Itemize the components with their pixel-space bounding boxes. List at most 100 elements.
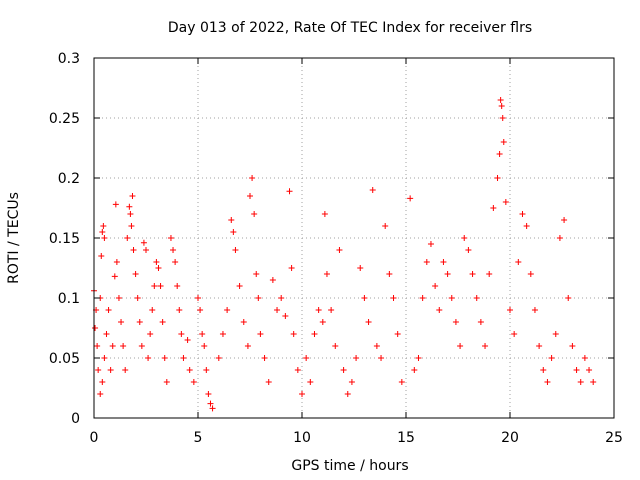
data-point [581, 355, 588, 361]
data-point [288, 265, 295, 271]
data-point [286, 188, 293, 195]
data-point [147, 331, 154, 337]
data-point [98, 253, 105, 259]
data-point [170, 247, 177, 253]
x-tick-label: 5 [194, 430, 203, 446]
data-point [328, 307, 335, 313]
data-point [590, 379, 597, 385]
y-tick-label: 0.05 [49, 351, 80, 367]
data-point [361, 295, 368, 301]
data-point [111, 273, 118, 280]
data-point [548, 355, 555, 361]
data-point [155, 265, 162, 271]
data-point [311, 331, 318, 337]
data-point [498, 103, 505, 109]
y-tick-label: 0.1 [58, 291, 80, 307]
data-point [348, 379, 355, 385]
data-point [365, 319, 372, 325]
data-point [486, 271, 493, 277]
data-point [100, 223, 107, 229]
data-point [112, 201, 119, 208]
data-point [477, 319, 484, 325]
data-point [120, 343, 127, 349]
data-point [101, 235, 108, 241]
data-point [378, 355, 385, 361]
data-point [255, 295, 262, 301]
data-point [577, 379, 584, 385]
data-point [419, 295, 426, 301]
data-point [332, 343, 339, 349]
axis-ticks: 0 5 10 15 20 25 0 0.05 0.1 0.15 0.2 0.25 0.3 [49, 51, 623, 446]
data-point [531, 307, 538, 313]
data-point [319, 319, 326, 325]
data-point [265, 379, 272, 385]
data-point [113, 259, 120, 265]
data-point [215, 355, 222, 361]
data-point [126, 203, 133, 210]
data-point [448, 295, 455, 301]
data-point [251, 211, 258, 217]
data-point [178, 331, 185, 337]
data-point [105, 307, 112, 313]
data-point [321, 211, 328, 217]
data-point [224, 307, 231, 313]
y-tick-label: 0.15 [49, 231, 80, 247]
data-point [103, 331, 110, 337]
data-point [423, 259, 430, 265]
data-point [457, 343, 464, 349]
data-point [247, 193, 253, 199]
data-point [569, 343, 576, 349]
data-point [353, 355, 360, 361]
data-point [436, 307, 443, 313]
data-point [184, 337, 191, 343]
data-point [523, 223, 530, 229]
data-point [527, 271, 534, 277]
data-point [497, 97, 504, 103]
data-point [199, 331, 206, 337]
data-point [394, 331, 401, 337]
data-point [205, 391, 212, 397]
data-point [307, 379, 314, 385]
data-point [290, 331, 297, 337]
y-tick-label: 0.2 [58, 171, 80, 187]
data-point [282, 313, 289, 319]
data-point [97, 391, 104, 397]
data-point [207, 400, 214, 407]
data-point [336, 247, 343, 253]
data-point [143, 247, 149, 253]
data-point [138, 343, 145, 349]
data-point [249, 175, 256, 181]
data-point [390, 295, 397, 301]
data-point [174, 283, 181, 289]
y-axis-label: ROTI / TECUs [6, 192, 22, 284]
data-point [136, 319, 143, 325]
data-point [496, 151, 503, 157]
data-point [134, 295, 141, 301]
data-point [115, 295, 122, 301]
data-point [323, 271, 330, 277]
data-point [127, 211, 134, 217]
data-point [157, 283, 164, 289]
data-point [452, 319, 459, 325]
data-point [340, 367, 347, 373]
data-point [494, 175, 501, 181]
data-point [299, 391, 305, 397]
data-points [91, 97, 597, 412]
data-point [274, 307, 281, 313]
data-point [219, 331, 226, 337]
data-point [519, 211, 526, 217]
data-point [99, 379, 106, 385]
x-tick-label: 20 [501, 430, 519, 446]
data-point [415, 355, 422, 361]
data-point [586, 367, 593, 373]
data-point [515, 259, 522, 265]
data-point [294, 367, 301, 373]
x-tick-label: 25 [605, 430, 623, 446]
data-point [149, 307, 156, 313]
data-point [315, 307, 322, 313]
data-point [540, 367, 547, 373]
data-point [440, 259, 447, 265]
data-point [140, 239, 147, 246]
data-point [122, 367, 129, 373]
data-point [411, 367, 418, 373]
